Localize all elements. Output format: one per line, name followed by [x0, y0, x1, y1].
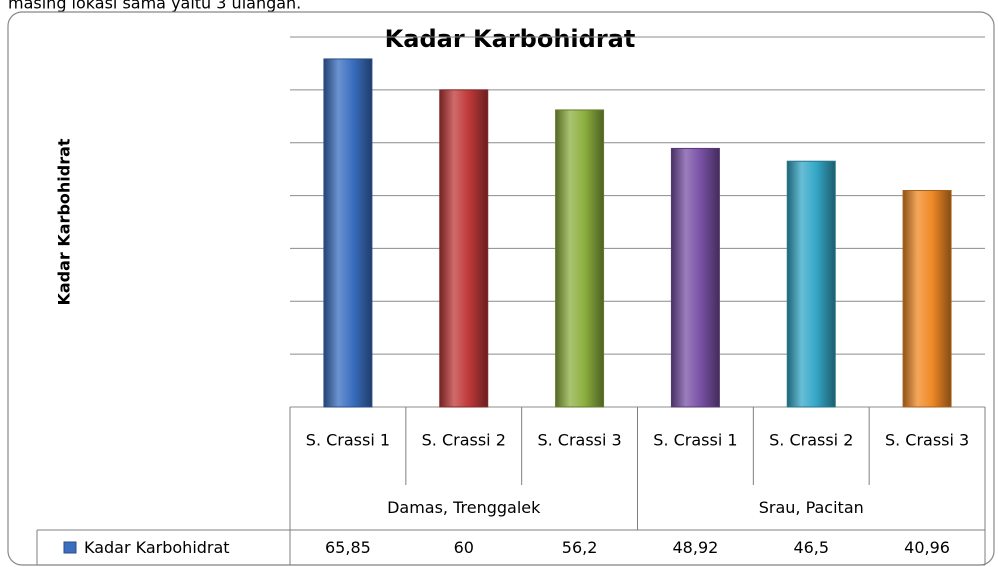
- group-label: Damas, Trenggalek: [387, 498, 541, 517]
- data-label: 60: [454, 538, 474, 557]
- chart-frame: [7, 11, 995, 566]
- x-tick-label: S. Crassi 2: [769, 431, 853, 450]
- y-axis-label: Kadar Karbohidrat: [55, 138, 74, 305]
- x-tick-label: S. Crassi 3: [885, 431, 969, 450]
- bar: [902, 189, 952, 408]
- data-label: 46,5: [793, 538, 829, 557]
- x-tick-label: S. Crassi 1: [306, 431, 390, 450]
- data-label: 48,92: [673, 538, 719, 557]
- group-label: Srau, Pacitan: [759, 498, 864, 517]
- chart-title: Kadar Karbohidrat: [385, 25, 636, 53]
- bar: [555, 109, 605, 408]
- x-tick-label: S. Crassi 3: [537, 431, 621, 450]
- x-tick-label: S. Crassi 2: [422, 431, 506, 450]
- bar: [439, 89, 489, 408]
- page-text: masing lokasi sama yaitu 3 ulangan.: [8, 0, 301, 13]
- legend-key: [63, 541, 77, 554]
- x-tick-label: S. Crassi 1: [653, 431, 737, 450]
- bar: [323, 58, 373, 408]
- data-label: 56,2: [562, 538, 598, 557]
- bar: [670, 147, 720, 408]
- data-label: 40,96: [904, 538, 950, 557]
- data-label: 65,85: [325, 538, 371, 557]
- legend-label: Kadar Karbohidrat: [84, 538, 230, 557]
- bar: [786, 160, 836, 408]
